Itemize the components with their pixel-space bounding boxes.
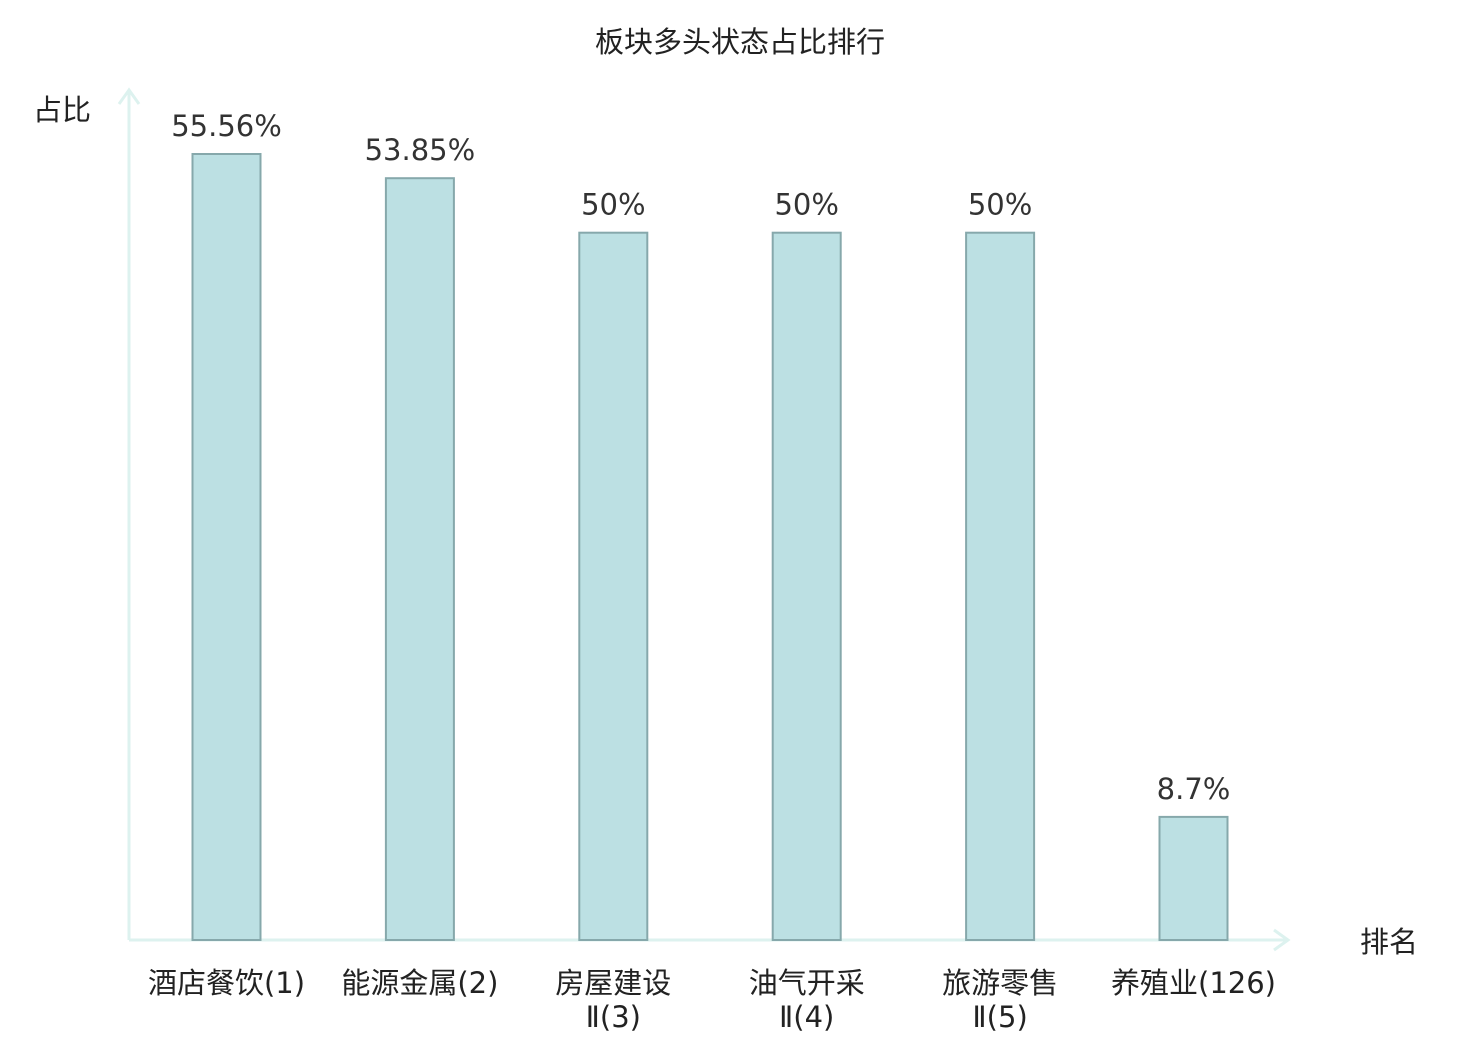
bar xyxy=(578,231,649,941)
y-axis-arrow xyxy=(117,87,141,105)
bar-value-label: 50% xyxy=(774,188,838,222)
bar xyxy=(965,231,1036,941)
category-label: 养殖业(126) xyxy=(1111,966,1276,1000)
bar-value-label: 50% xyxy=(581,188,645,222)
bar xyxy=(191,153,262,941)
value-labels: 55.56% 53.85% 50% 50% 50% 8.7% xyxy=(171,109,1230,806)
bar-value-label: 55.56% xyxy=(171,109,282,143)
category-label: Ⅱ(4) xyxy=(779,1000,834,1034)
x-axis-label: 排名 xyxy=(1360,925,1418,959)
category-label: 能源金属(2) xyxy=(341,966,498,1000)
category-label: 旅游零售 xyxy=(942,966,1058,1000)
category-label: Ⅱ(5) xyxy=(972,1000,1027,1034)
bars xyxy=(191,153,1229,942)
bar xyxy=(1158,815,1229,942)
category-label: 房屋建设 xyxy=(555,966,671,1000)
category-label: 酒店餐饮(1) xyxy=(148,966,305,1000)
x-axis-arrow xyxy=(1273,928,1291,952)
axes xyxy=(117,87,1291,952)
bar-value-label: 50% xyxy=(968,188,1032,222)
bar-value-label: 8.7% xyxy=(1157,772,1231,806)
category-label: Ⅱ(3) xyxy=(586,1000,641,1034)
bar xyxy=(771,231,842,941)
bar xyxy=(384,177,455,941)
bar-value-label: 53.85% xyxy=(365,133,476,167)
y-axis-label: 占比 xyxy=(33,93,91,127)
category-label: 油气开采 xyxy=(749,966,865,1000)
chart-title: 板块多头状态占比排行 xyxy=(595,25,885,59)
